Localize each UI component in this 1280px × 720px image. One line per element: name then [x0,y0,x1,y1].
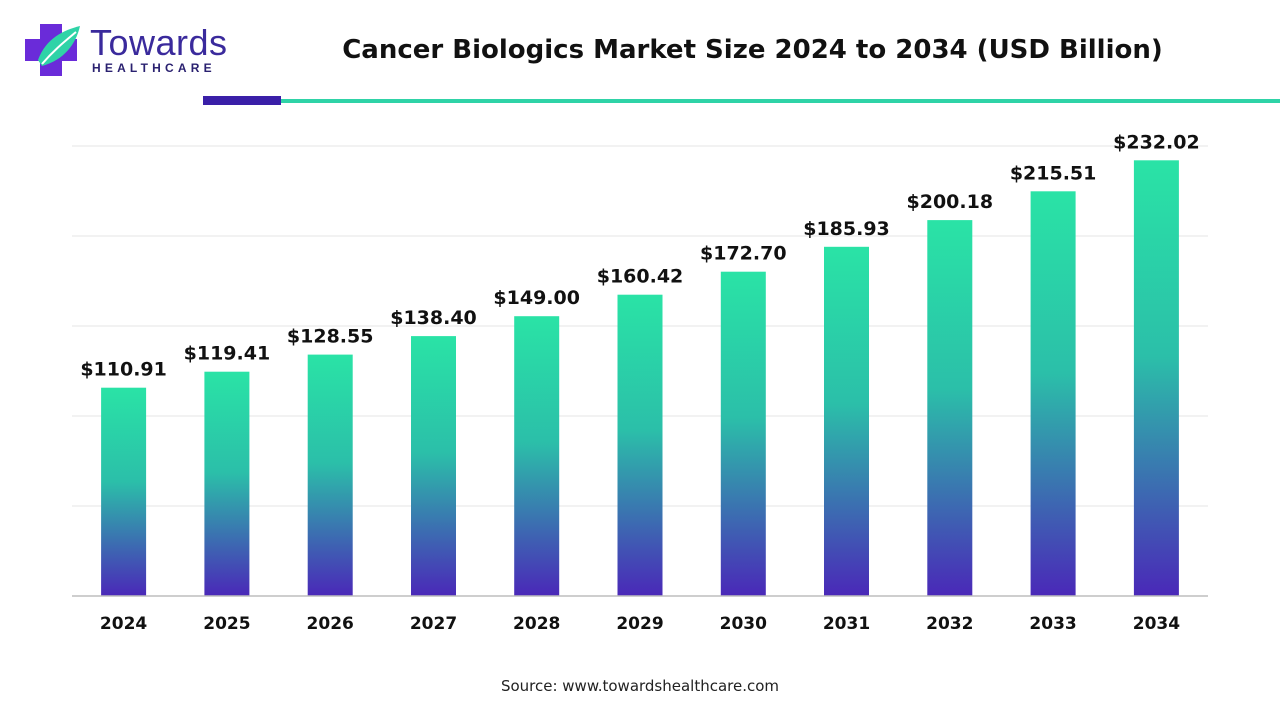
brand-name: Towards [90,22,228,63]
data-label-2032: $200.18 [907,191,994,213]
bar-2025 [204,371,250,596]
x-tick-2030: 2030 [720,614,767,634]
bar-2026 [307,354,353,596]
data-label-2033: $215.51 [1010,162,1097,184]
source-note: Source: www.towardshealthcare.com [500,677,780,695]
title-rule [281,99,1280,103]
x-tick-2026: 2026 [307,614,354,634]
x-tick-2034: 2034 [1133,614,1180,634]
data-labels: $110.91 $119.41 $128.55 $138.40 $149.00 $160.… [80,131,1199,380]
brand-logo: Towards HEALTHCARE [20,20,240,80]
data-label-2029: $160.42 [597,266,684,288]
data-label-2025: $119.41 [184,343,271,365]
x-tick-2028: 2028 [513,614,560,634]
x-axis-ticks: 2024 2025 2026 2027 2028 2029 2030 2031 2032 2033… [100,614,1180,634]
data-label-2030: $172.70 [700,243,787,265]
medical-cross-icon [25,24,80,76]
x-tick-2027: 2027 [410,614,457,634]
x-tick-2024: 2024 [100,614,147,634]
data-label-2034: $232.02 [1113,131,1200,153]
bar-2030 [720,271,766,596]
bar-2024 [101,387,147,596]
data-label-2027: $138.40 [390,307,477,329]
bar-2027 [411,336,456,596]
bar-2033 [1030,191,1076,597]
brand-subtitle: HEALTHCARE [92,61,216,75]
bar-2028 [514,316,560,596]
bars [101,160,1179,597]
bar-2034 [1133,160,1179,597]
x-tick-2032: 2032 [926,614,973,634]
chart-title: Cancer Biologics Market Size 2024 to 203… [342,35,1163,65]
x-tick-2033: 2033 [1029,614,1076,634]
data-label-2031: $185.93 [803,218,890,240]
title-rule-accent [203,96,281,105]
x-tick-2025: 2025 [203,614,250,634]
bar-2029 [617,294,663,596]
data-label-2028: $149.00 [493,287,580,309]
data-label-2024: $110.91 [80,359,167,381]
x-tick-2029: 2029 [616,614,663,634]
x-tick-2031: 2031 [823,614,870,634]
bar-2031 [824,246,869,597]
bar-2032 [927,220,973,596]
data-label-2026: $128.55 [287,326,374,348]
